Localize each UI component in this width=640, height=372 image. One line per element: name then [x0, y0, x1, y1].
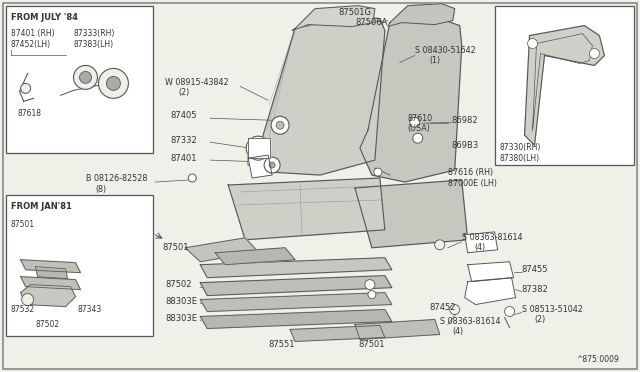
Text: 88303E: 88303E [165, 314, 197, 323]
Polygon shape [248, 16, 385, 175]
Circle shape [450, 305, 460, 314]
Circle shape [74, 65, 97, 89]
Circle shape [269, 162, 275, 168]
Text: S 08513-51042: S 08513-51042 [522, 305, 582, 314]
Text: 87455: 87455 [522, 265, 548, 274]
Text: ^875:0009: ^875:0009 [577, 355, 620, 364]
Circle shape [413, 133, 423, 143]
Text: 87452: 87452 [430, 303, 456, 312]
Text: (4): (4) [452, 327, 464, 336]
Text: 86982: 86982 [452, 116, 478, 125]
Polygon shape [292, 6, 375, 31]
Text: 87551: 87551 [268, 340, 294, 349]
Text: 87332: 87332 [170, 136, 197, 145]
Text: 87380(LH): 87380(LH) [500, 154, 540, 163]
Polygon shape [200, 310, 392, 328]
Circle shape [246, 136, 270, 160]
Text: (USA): (USA) [408, 124, 431, 133]
Circle shape [276, 121, 284, 129]
Bar [6, 195, 154, 336]
Text: 87343: 87343 [77, 305, 102, 314]
Polygon shape [355, 180, 468, 248]
Polygon shape [200, 258, 392, 278]
Circle shape [435, 240, 445, 250]
Circle shape [271, 116, 289, 134]
Circle shape [365, 280, 375, 290]
Polygon shape [186, 238, 258, 262]
Text: (4): (4) [475, 243, 486, 252]
Circle shape [589, 48, 600, 58]
Text: 87501: 87501 [11, 220, 35, 230]
Circle shape [79, 71, 92, 83]
Circle shape [20, 83, 31, 93]
Polygon shape [20, 277, 81, 290]
Text: 87501: 87501 [163, 243, 189, 252]
Polygon shape [290, 326, 385, 341]
Text: 87452(LH): 87452(LH) [11, 40, 51, 49]
Polygon shape [465, 232, 498, 253]
Text: FROM JAN'81: FROM JAN'81 [11, 202, 72, 211]
Polygon shape [20, 285, 76, 307]
Text: FROM JULY '84: FROM JULY '84 [11, 13, 77, 22]
Circle shape [410, 117, 420, 127]
Text: 87330(RH): 87330(RH) [500, 142, 541, 152]
Circle shape [99, 68, 129, 98]
Text: 87532: 87532 [11, 305, 35, 314]
Text: 87000E (LH): 87000E (LH) [448, 179, 497, 187]
Polygon shape [36, 267, 68, 279]
Text: 87382: 87382 [522, 285, 548, 294]
Polygon shape [248, 138, 270, 158]
Circle shape [22, 294, 34, 305]
Text: 869B3: 869B3 [452, 141, 479, 150]
Text: (8): (8) [95, 186, 107, 195]
Text: 87333(RH): 87333(RH) [74, 29, 115, 38]
Polygon shape [525, 26, 604, 145]
Text: 88303E: 88303E [165, 297, 197, 306]
Text: S 08363-81614: S 08363-81614 [461, 233, 522, 242]
Text: 87506A: 87506A [355, 18, 387, 27]
Text: 87502: 87502 [36, 320, 60, 329]
Text: S 08430-51642: S 08430-51642 [415, 46, 476, 55]
Text: W 08915-43842: W 08915-43842 [165, 78, 229, 87]
Bar [6, 6, 154, 153]
Text: 87610: 87610 [408, 114, 433, 123]
Text: (2): (2) [534, 315, 546, 324]
Circle shape [527, 39, 538, 48]
Text: 87616 (RH): 87616 (RH) [448, 167, 493, 177]
Polygon shape [355, 320, 440, 339]
Polygon shape [360, 19, 461, 182]
Polygon shape [468, 262, 513, 282]
Text: 87501G: 87501G [338, 8, 371, 17]
Text: 87501: 87501 [358, 340, 385, 349]
Polygon shape [200, 293, 392, 311]
Polygon shape [200, 276, 392, 296]
Polygon shape [215, 248, 295, 265]
Text: S 08363-81614: S 08363-81614 [440, 317, 500, 326]
Bar [495, 6, 634, 165]
Polygon shape [388, 4, 454, 26]
Text: 87383(LH): 87383(LH) [74, 40, 114, 49]
Text: (1): (1) [430, 56, 441, 65]
Text: 87401 (RH): 87401 (RH) [11, 29, 54, 38]
Circle shape [106, 76, 120, 90]
Circle shape [504, 307, 515, 317]
Polygon shape [248, 155, 272, 178]
Circle shape [264, 157, 280, 173]
Text: B 08126-82528: B 08126-82528 [86, 173, 147, 183]
Circle shape [188, 174, 196, 182]
Polygon shape [465, 278, 516, 305]
Polygon shape [20, 260, 81, 273]
Circle shape [374, 168, 382, 176]
Text: 87401: 87401 [170, 154, 197, 163]
Polygon shape [228, 178, 385, 240]
Text: (2): (2) [179, 88, 189, 97]
Text: 87405: 87405 [170, 111, 197, 120]
Text: 87618: 87618 [18, 109, 42, 118]
Circle shape [368, 291, 376, 299]
Text: 87502: 87502 [165, 280, 192, 289]
